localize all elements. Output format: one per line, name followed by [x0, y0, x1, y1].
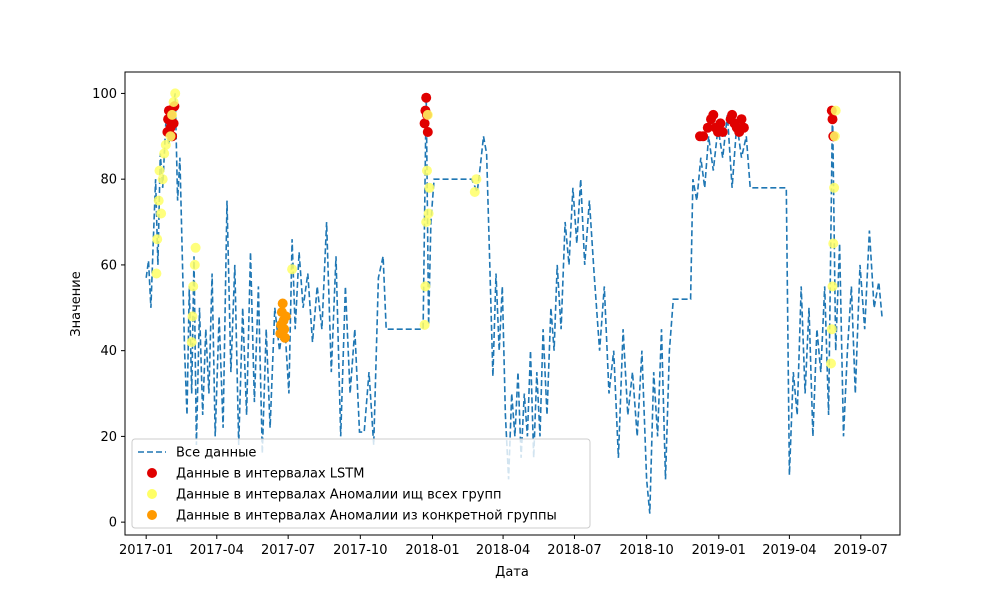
y-tick-label: 0: [109, 516, 117, 531]
legend-box: [131, 438, 591, 529]
data-point: [279, 324, 290, 335]
data-point: [421, 92, 432, 103]
legend-marker-swatch: [147, 510, 157, 520]
x-tick-label: 2019-01: [692, 543, 746, 558]
data-point: [165, 131, 176, 142]
y-tick-label: 60: [100, 258, 117, 273]
data-point: [186, 337, 197, 348]
x-tick-label: 2017-10: [333, 543, 387, 558]
data-point: [830, 105, 841, 116]
data-point: [187, 311, 198, 322]
data-point: [168, 97, 179, 107]
x-tick-label: 2018-04: [476, 543, 530, 558]
series-3: [275, 298, 291, 343]
data-point: [168, 118, 179, 129]
data-point: [829, 131, 840, 142]
series-1: [162, 92, 839, 142]
x-tick-label: 2017-04: [190, 543, 244, 558]
legend-entry-label: Все данные: [176, 446, 256, 461]
data-point: [420, 281, 431, 292]
x-tick-label: 2018-07: [547, 543, 601, 558]
data-point: [167, 109, 178, 120]
series-0: [145, 93, 883, 514]
data-point: [828, 238, 839, 249]
data-point: [727, 109, 738, 120]
data-point: [708, 109, 719, 120]
data-point: [189, 259, 200, 270]
data-point: [826, 358, 836, 369]
data-point: [280, 311, 291, 322]
data-point: [152, 234, 163, 245]
data-point: [419, 319, 430, 330]
x-axis: 2017-01 2017-04 2017-07 2017-10 2018-01 2018-…: [119, 535, 888, 558]
data-point: [469, 187, 480, 197]
x-tick-label: 2019-04: [762, 543, 816, 558]
data-point: [736, 114, 747, 125]
data-point: [156, 208, 167, 219]
data-point: [170, 88, 181, 99]
data-point: [827, 281, 838, 292]
legend-entry-label: Данные в интервалах LSTM: [176, 467, 364, 482]
y-tick-label: 40: [100, 344, 117, 359]
data-point: [160, 139, 171, 150]
data-point: [188, 281, 199, 292]
x-tick-label: 2019-07: [834, 543, 888, 558]
series-line: [145, 93, 883, 514]
y-tick-label: 80: [100, 173, 117, 188]
data-point: [157, 174, 168, 185]
data-point: [421, 217, 432, 227]
data-point: [424, 182, 435, 193]
data-point: [287, 264, 298, 275]
legend: Все данные Данные в интервалах LSTM Данные…: [131, 438, 591, 529]
series-layer: [145, 88, 883, 514]
data-point: [154, 165, 165, 176]
data-point: [829, 182, 840, 193]
data-point: [702, 122, 713, 133]
x-tick-label: 2018-10: [619, 543, 673, 558]
data-point: [153, 195, 164, 206]
y-tick-label: 20: [100, 430, 117, 445]
y-axis: 0 20 40 60 80 100: [92, 87, 125, 531]
data-point: [698, 131, 709, 142]
y-tick-label: 100: [92, 87, 117, 102]
x-axis-label: Дата: [495, 565, 529, 580]
data-point: [159, 148, 170, 159]
x-tick-label: 2017-01: [119, 543, 173, 558]
data-point: [422, 127, 433, 137]
x-tick-label: 2018-01: [405, 543, 459, 558]
data-point: [419, 118, 430, 129]
data-point: [190, 242, 201, 253]
legend-marker-swatch: [147, 468, 157, 478]
data-point: [280, 332, 290, 343]
data-point: [827, 114, 838, 125]
data-point: [717, 127, 728, 137]
data-point: [422, 109, 433, 120]
y-axis-label: Значение: [69, 271, 84, 336]
data-point: [422, 165, 432, 176]
legend-entry-label: Данные в интервалах Аномалии из конкретн…: [176, 509, 557, 524]
data-point: [423, 208, 434, 219]
data-point: [738, 122, 749, 133]
legend-entry-label: Данные в интервалах Аномалии ищ всех гру…: [176, 488, 502, 503]
x-tick-label: 2017-07: [261, 543, 315, 558]
data-point: [277, 298, 288, 309]
legend-marker-swatch: [147, 489, 157, 499]
data-point: [471, 174, 482, 185]
data-point: [151, 268, 162, 279]
series-2: [151, 88, 841, 369]
plot-area-frame: [124, 71, 901, 536]
data-point: [826, 324, 837, 335]
data-point: [715, 118, 726, 129]
